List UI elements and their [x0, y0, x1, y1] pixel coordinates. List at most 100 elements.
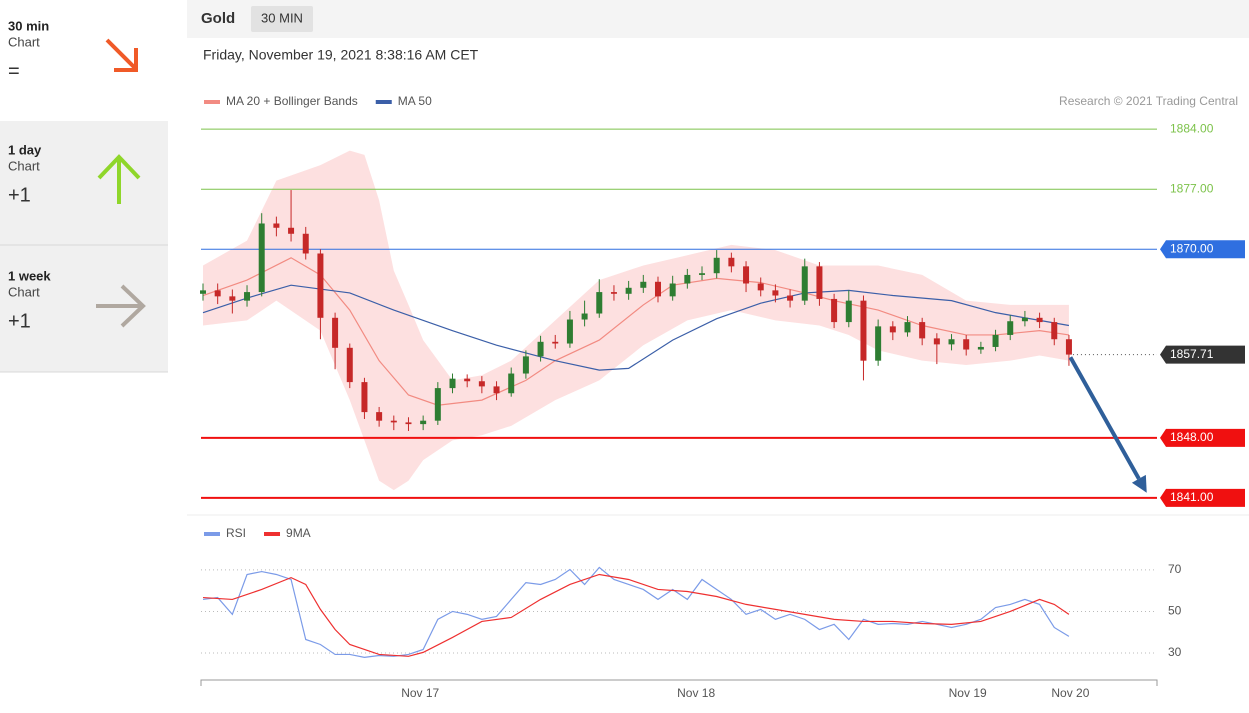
- candle-body: [977, 346, 984, 350]
- candle-body: [405, 422, 412, 425]
- period: 30 min: [8, 18, 49, 33]
- candle-body: [684, 274, 691, 284]
- arrow-icon: [97, 154, 141, 204]
- label: Chart: [8, 284, 40, 299]
- candle-body: [933, 338, 940, 345]
- candle-body: [831, 298, 838, 323]
- x-tick-label: Nov 20: [1051, 686, 1089, 700]
- bollinger-band: [203, 150, 1069, 491]
- legend-label: MA 20 + Bollinger Bands: [226, 94, 358, 108]
- candle-body: [640, 281, 647, 288]
- legend-label: MA 50: [398, 94, 432, 108]
- candle-body: [875, 326, 882, 361]
- legend-swatch: [204, 100, 220, 104]
- candle-body: [596, 292, 603, 314]
- legend-swatch: [204, 532, 220, 536]
- candle-body: [963, 339, 970, 350]
- candle-body: [288, 227, 295, 234]
- signal: +1: [8, 310, 31, 332]
- candle-body: [743, 266, 750, 284]
- arrow-icon: [105, 38, 138, 72]
- arrow-icon: [96, 284, 146, 328]
- candle-body: [361, 382, 368, 413]
- plot: 1884.00 1877.00 1870.00 1848.00 1841.00 1857.…: [200, 94, 1245, 700]
- credit: Research © 2021 Trading Central: [1059, 94, 1238, 108]
- level-label: 1848.00: [1170, 430, 1214, 444]
- candle-body: [1065, 339, 1072, 355]
- legend-swatch: [264, 532, 281, 536]
- candle-body: [508, 373, 515, 394]
- line: [202, 566, 1070, 658]
- forecast-arrow: [1068, 356, 1141, 480]
- candle-body: [302, 233, 309, 254]
- line: [202, 573, 1070, 657]
- legend-label: 9MA: [286, 526, 311, 540]
- x-tick-label: Nov 18: [677, 686, 715, 700]
- line: [202, 284, 1070, 371]
- sidebar-item[interactable]: 1 week Chart +1: [8, 268, 146, 332]
- candle-body: [552, 341, 559, 344]
- timestamp: Friday, November 19, 2021 8:38:16 AM CET: [203, 47, 479, 63]
- candle-body: [376, 412, 383, 421]
- candle-body: [566, 319, 573, 344]
- candle-body: [537, 341, 544, 357]
- level-tag: [1160, 240, 1245, 259]
- y-tick-label: 70: [1168, 562, 1182, 576]
- period: 1 week: [8, 268, 51, 283]
- y-tick-label: 50: [1168, 604, 1182, 618]
- signal: +1: [8, 184, 31, 206]
- level-label: 1884.00: [1170, 121, 1214, 135]
- arrow-head: [1131, 474, 1147, 493]
- candle-body: [992, 334, 999, 347]
- candle-body: [434, 388, 441, 421]
- candle-body: [1021, 317, 1028, 322]
- label: Chart: [8, 34, 40, 49]
- candle-body: [522, 356, 529, 374]
- candle-body: [449, 378, 456, 389]
- candle-body: [860, 300, 867, 361]
- timeframe-badge[interactable]: [251, 6, 313, 32]
- timeframe: 30 MIN: [261, 10, 303, 25]
- candle-body: [654, 281, 661, 297]
- candle-body: [904, 322, 911, 333]
- header-bar: [187, 0, 1249, 38]
- candle-body: [214, 290, 221, 297]
- level-tag: [1160, 488, 1245, 507]
- candle-body: [478, 381, 485, 387]
- candle-body: [346, 347, 353, 383]
- candle-body: [1007, 321, 1014, 335]
- candle-body: [200, 290, 206, 294]
- candle-body: [728, 257, 735, 267]
- x-tick-label: Nov 17: [401, 686, 439, 700]
- candle-body: [713, 257, 720, 274]
- candle-body: [1051, 322, 1058, 340]
- candle-body: [757, 283, 764, 291]
- level-label: 1870.00: [1170, 241, 1214, 255]
- y-tick-label: 30: [1168, 645, 1182, 659]
- signal: =: [8, 60, 20, 82]
- candle-body: [845, 300, 852, 323]
- last-price-tag: [1160, 345, 1245, 364]
- candle-body: [229, 296, 236, 301]
- candle-body: [317, 253, 324, 318]
- candle-body: [610, 292, 617, 294]
- label: Chart: [8, 158, 40, 173]
- sidebar-item[interactable]: 30 min Chart =: [8, 18, 138, 82]
- candle-body: [948, 339, 955, 345]
- level-label: 1877.00: [1170, 181, 1214, 195]
- candle-body: [390, 420, 397, 423]
- candle-body: [919, 322, 926, 339]
- period: 1 day: [8, 142, 42, 157]
- candle-body: [889, 326, 896, 333]
- candle-body: [699, 273, 706, 275]
- candle-body: [772, 290, 779, 296]
- sidebar-item[interactable]: 1 day Chart +1: [8, 142, 141, 206]
- candle-body: [1036, 317, 1043, 323]
- candle-body: [801, 266, 808, 301]
- level-tag: [1160, 428, 1245, 447]
- candle-body: [332, 317, 339, 348]
- sidebar-bg: [0, 121, 168, 372]
- candle-body: [625, 287, 632, 294]
